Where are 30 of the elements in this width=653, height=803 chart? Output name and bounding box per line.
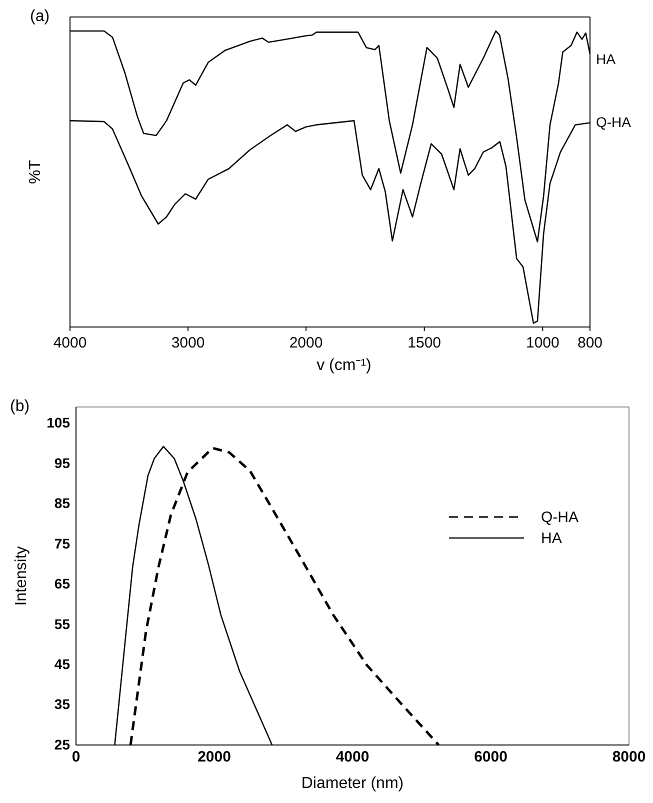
x-tick-label: 800 <box>577 334 603 352</box>
y-axis-title: %T <box>27 160 44 184</box>
x-tick-label: 4000 <box>53 334 87 352</box>
legend-label: HA <box>541 530 562 547</box>
x-axis-title: v (cm⁻¹) <box>316 357 372 374</box>
x-tick-label: 2000 <box>289 334 323 352</box>
x-axis-title: Diameter (nm) <box>301 775 404 792</box>
x-tick-label: 1000 <box>526 334 560 352</box>
y-axis-title: Intensity <box>13 546 30 606</box>
x-tick-label: 3000 <box>171 334 205 352</box>
y-tick-label: 25 <box>54 736 70 752</box>
series-label: HA <box>596 51 616 68</box>
y-tick-label: 35 <box>54 696 70 712</box>
x-tick-label: 6000 <box>474 748 508 766</box>
x-tick-label: 0 <box>72 748 80 766</box>
series-label: Q-HA <box>596 114 632 130</box>
y-tick-label: 75 <box>54 535 70 552</box>
y-tick-label: 105 <box>46 414 70 431</box>
y-tick-label: 45 <box>54 656 70 672</box>
x-tick-label: 2000 <box>198 748 231 766</box>
y-tick-label: 95 <box>54 454 70 471</box>
legend-label: Q-HA <box>541 509 578 526</box>
y-tick-label: 85 <box>54 495 70 512</box>
text: (b) <box>10 398 30 415</box>
y-tick-label: 65 <box>54 576 70 592</box>
y-tick-label: 55 <box>54 616 70 632</box>
x-tick-label: 8000 <box>612 748 646 766</box>
text: (a) <box>30 8 50 25</box>
x-tick-label: 4000 <box>336 748 370 766</box>
x-tick-label: 1500 <box>408 334 442 352</box>
